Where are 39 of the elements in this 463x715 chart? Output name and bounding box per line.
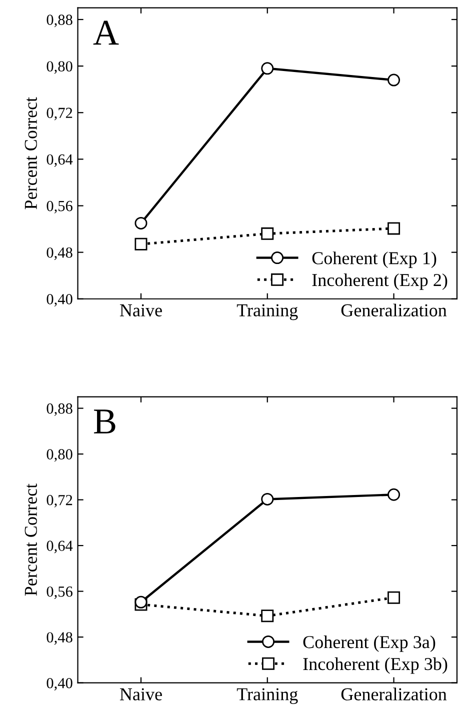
y-tick-label: 0,48 [46, 247, 72, 260]
y-tick-label: 0,40 [46, 294, 72, 307]
y-tick-label: 0,88 [46, 14, 72, 28]
point [388, 222, 400, 235]
point [388, 591, 400, 604]
legend-label: Coherent (Exp 3a) [303, 636, 436, 652]
y-tick-label: 0,40 [46, 678, 72, 690]
legend-label: Incoherent (Exp 2) [312, 273, 448, 290]
y-tick-label: 0,56 [46, 200, 72, 214]
y-tick-label: 0,56 [46, 586, 72, 599]
point [134, 238, 148, 250]
x-tick-label: Naive [120, 688, 162, 700]
y-tick-label: 0,88 [46, 403, 72, 416]
point [388, 74, 400, 86]
y-tick-label: 0,80 [46, 61, 72, 74]
y-tick-label: 0,64 [46, 540, 73, 554]
x-tick-label: Generalization [341, 304, 447, 316]
point [261, 492, 274, 506]
point [388, 488, 400, 501]
x-tick-label: Naive [120, 304, 162, 316]
point [261, 62, 274, 75]
y-tick-label: 0,72 [46, 108, 72, 120]
annotation: A [93, 20, 119, 45]
point [134, 596, 148, 608]
x-tick-label: Generalization [341, 688, 447, 700]
x-tick-label: Training [236, 688, 298, 704]
y-tick-label: 0,72 [46, 494, 72, 508]
y-tick-label: 0,48 [46, 632, 72, 645]
legend-label: Incoherent (Exp 3b) [303, 657, 448, 674]
point [261, 227, 274, 240]
annotation: B [94, 410, 116, 434]
point [134, 216, 148, 230]
y-tick-label: 0,64 [46, 154, 73, 167]
point [261, 610, 274, 622]
y-tick-label: 0,80 [46, 449, 72, 462]
x-tick-label: Training [236, 304, 298, 320]
legend-label: Coherent (Exp 1) [312, 252, 436, 268]
y-axis-title: Percent Correct [24, 97, 37, 210]
y-axis-title: Percent Correct [24, 484, 37, 596]
